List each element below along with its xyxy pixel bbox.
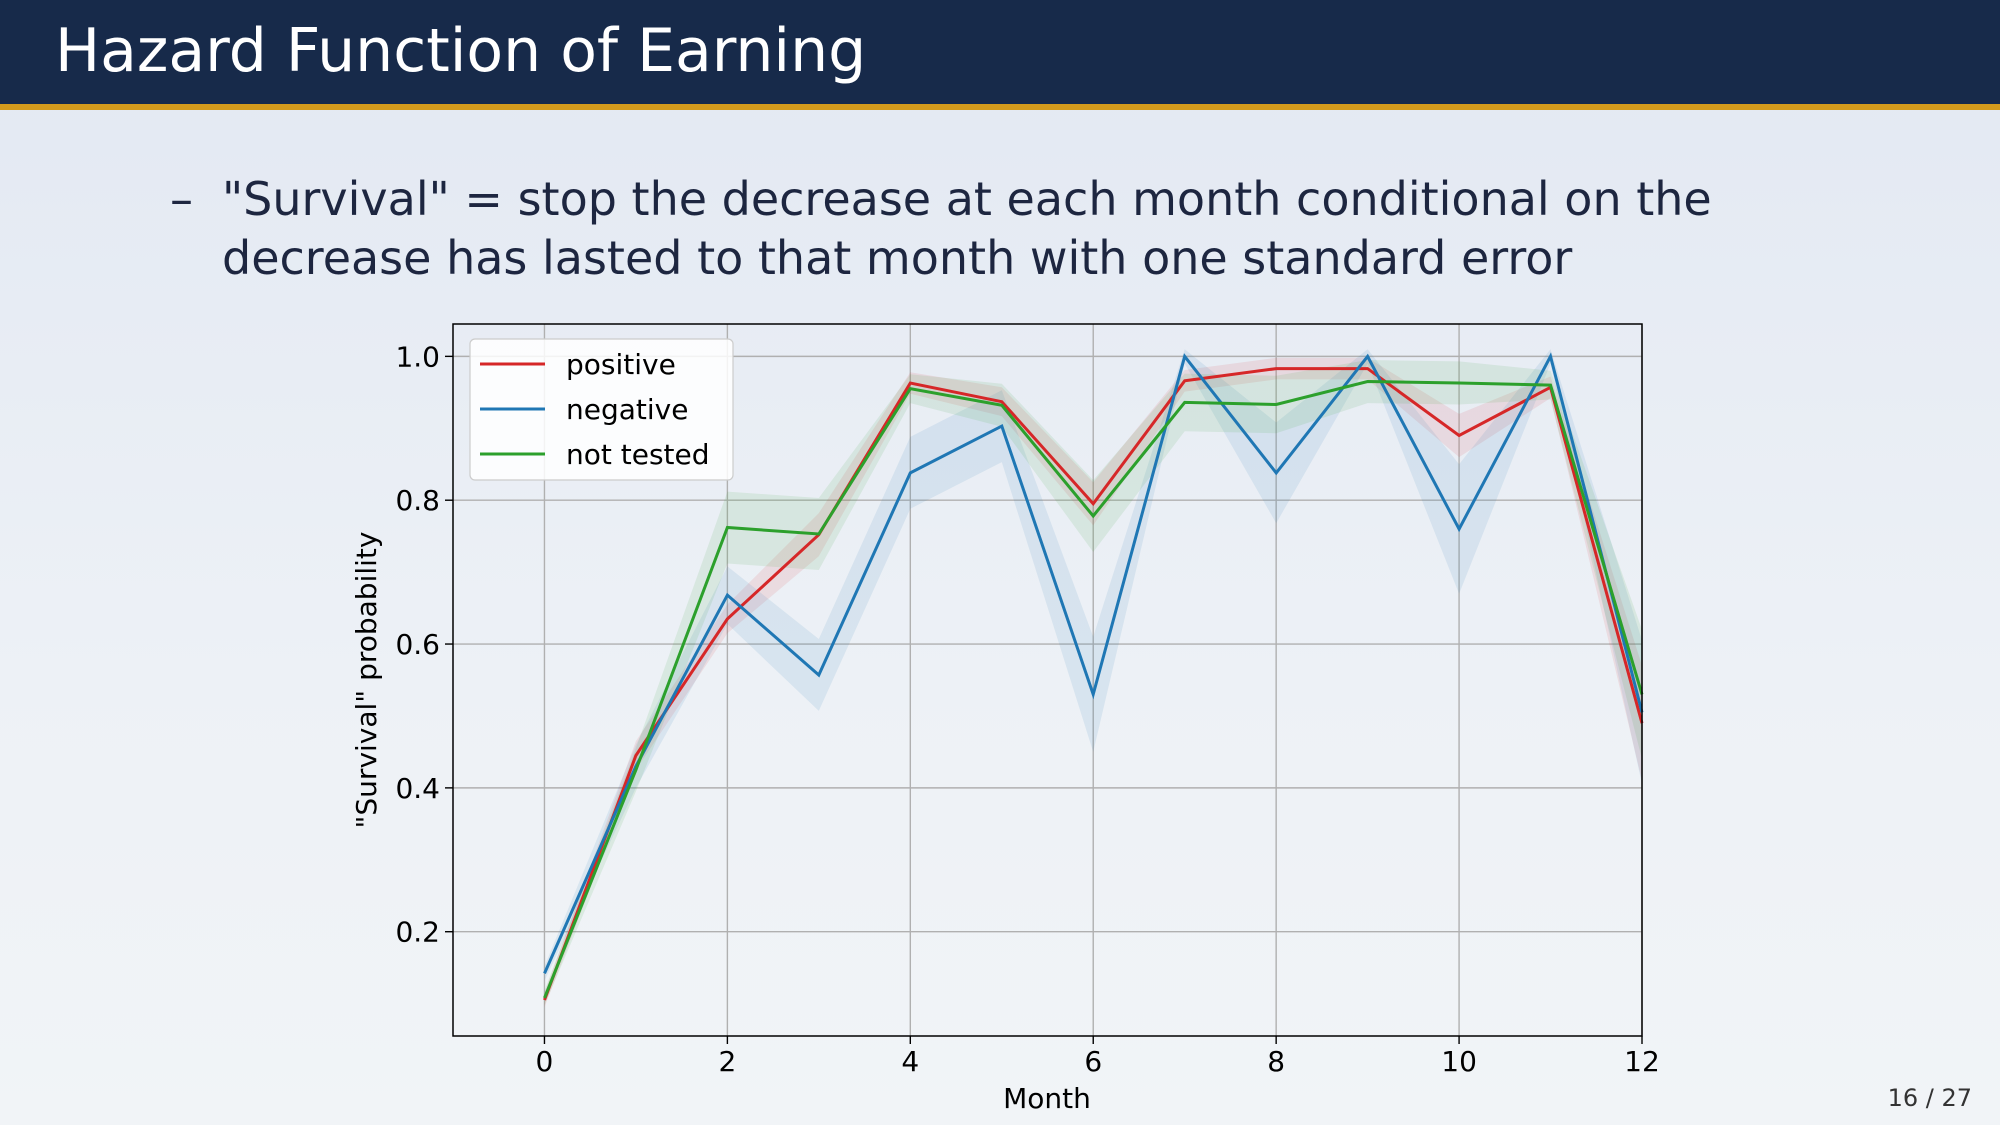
x-tick-label: 12 bbox=[1624, 1045, 1660, 1078]
page-number: 16 / 27 bbox=[1887, 1084, 1972, 1112]
x-tick-label: 10 bbox=[1441, 1045, 1477, 1078]
slide-title: Hazard Function of Earning bbox=[55, 16, 867, 86]
plot-area-frame bbox=[452, 323, 1643, 1037]
x-tick-label: 8 bbox=[1267, 1045, 1285, 1078]
x-tick-label: 0 bbox=[536, 1045, 554, 1078]
bullet-dash: – bbox=[170, 172, 193, 226]
x-tick-label: 4 bbox=[901, 1045, 919, 1078]
error-band-negative bbox=[544, 349, 1642, 981]
bullet-text: "Survival" = stop the decrease at each m… bbox=[222, 172, 1712, 285]
axis-ticks: 0 2 4 6 8 10 12 0.2 0.4 0.6 0.8 1.0 bbox=[395, 340, 1659, 1078]
slide-header: Hazard Function of Earning bbox=[0, 0, 2000, 110]
y-tick-label: 0.2 bbox=[395, 916, 440, 949]
legend-label-negative: negative bbox=[566, 393, 688, 426]
error-bands bbox=[544, 349, 1642, 1008]
y-tick-label: 0.6 bbox=[395, 628, 440, 661]
legend-box bbox=[469, 338, 734, 481]
x-axis-label: Month bbox=[1003, 1082, 1091, 1115]
legend-label-not-tested: not tested bbox=[566, 438, 710, 471]
error-band-not-tested bbox=[544, 360, 1642, 1006]
series-line-not-tested bbox=[543, 379, 1644, 999]
series-line-positive bbox=[543, 367, 1644, 1001]
x-tick-label: 2 bbox=[718, 1045, 736, 1078]
y-axis-label: "Survival" probability bbox=[350, 532, 383, 829]
chart-legend: positive negative not tested bbox=[469, 338, 734, 481]
legend-label-positive: positive bbox=[566, 348, 676, 381]
x-tick-label: 6 bbox=[1084, 1045, 1102, 1078]
y-tick-label: 0.4 bbox=[395, 772, 440, 805]
series-line-negative bbox=[543, 352, 1644, 975]
series-lines bbox=[543, 352, 1644, 1001]
y-tick-label: 0.8 bbox=[395, 484, 440, 517]
y-tick-label: 1.0 bbox=[395, 340, 440, 373]
error-band-positive bbox=[544, 357, 1642, 1008]
